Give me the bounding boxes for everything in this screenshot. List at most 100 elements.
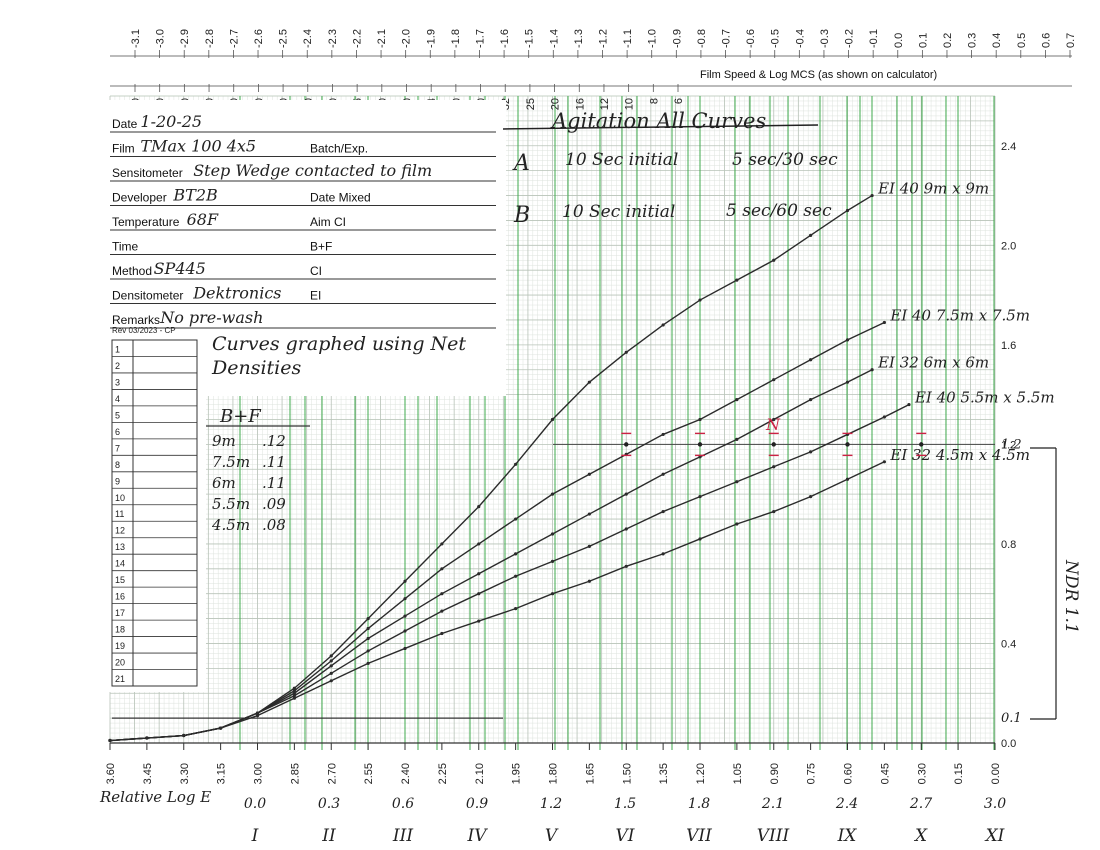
curve-point <box>329 659 333 663</box>
log-e-tick: 2.40 <box>400 763 412 784</box>
curve-label: EI 32 6m x 6m <box>877 354 989 372</box>
agitation-notes: Agitation All Curves A 10 Sec initial 5 … <box>502 109 838 228</box>
curve-point <box>366 626 370 631</box>
bf-time: 9m <box>212 432 236 450</box>
log-e-tick: 1.50 <box>621 763 633 784</box>
curve-point <box>255 714 260 718</box>
target-point <box>845 442 850 447</box>
log-mcs-tick: -2.2 <box>351 29 363 48</box>
curve-point <box>514 462 518 466</box>
log-mcs-tick: -2.9 <box>179 29 191 48</box>
step-number: 15 <box>115 575 125 585</box>
curve-labels: EI 40 9m x 9m EI 40 7.5m x 7.5m EI 32 6m x… <box>877 180 1055 464</box>
bf-time: 7.5m <box>212 453 250 471</box>
form-label-2: Batch/Exp. <box>310 142 368 156</box>
target-point <box>697 442 703 447</box>
step-number: 16 <box>115 592 125 602</box>
log-mcs-tick: 0.6 <box>1040 33 1052 48</box>
curve-point <box>219 726 223 730</box>
log-e-tick: 2.55 <box>363 763 375 784</box>
film-speed-tick: 16 <box>574 98 586 110</box>
film-speed-title: Film Speed & Log MCS (as shown on calcul… <box>700 69 937 81</box>
relative-log-e-axis: 3.60 3.45 3.30 3.15 3.00 2.85 2.70 2.55 2.40 2.25… <box>105 743 1002 784</box>
note-line-1: Curves graphed using Net <box>212 333 466 355</box>
log-mcs-tick: -0.9 <box>671 29 683 48</box>
curve-point <box>809 397 813 402</box>
form-label-2: Aim CI <box>310 215 346 229</box>
form-label-2: B+F <box>310 240 332 254</box>
density-tick: 2.4 <box>1001 141 1016 153</box>
curve-point <box>735 522 739 526</box>
agitation-b-interval: 5 sec/60 sec <box>726 201 832 221</box>
log-mcs-tick: -2.7 <box>228 29 240 48</box>
curve-point <box>292 691 296 695</box>
log-e-tick: 3.15 <box>216 763 228 784</box>
log-mcs-tick: -1.2 <box>598 29 610 48</box>
curve-point <box>366 661 370 665</box>
form-label-2: CI <box>310 264 322 278</box>
relative-log-e-tick: 3.0 <box>984 796 1006 812</box>
curve-point <box>735 278 739 282</box>
relative-log-e-label: Relative Log E <box>99 788 211 806</box>
relative-log-e-tick: 1.2 <box>540 796 562 812</box>
log-mcs-tick: -0.8 <box>696 29 708 48</box>
log-e-tick: 1.95 <box>511 763 523 784</box>
step-number: 18 <box>115 625 125 635</box>
target-point <box>624 442 629 447</box>
curve-point <box>514 574 518 578</box>
curve-point <box>624 492 628 496</box>
zone-numerals: I II III IV V VI VII VIII IX X XI <box>251 826 1005 846</box>
form-label: Densitometer <box>112 289 183 303</box>
curve-point <box>366 616 370 621</box>
ndr-bracket: NDR 1.1 <box>1030 447 1081 720</box>
film-speed-tick: 8 <box>648 98 660 104</box>
curve-point <box>514 607 518 611</box>
curve-point <box>845 477 850 481</box>
log-e-tick: 0.15 <box>953 763 965 784</box>
form-value: SP445 <box>154 259 206 278</box>
bf-time: 6m <box>212 474 236 492</box>
step-number: 3 <box>115 377 120 387</box>
agitation-title: Agitation All Curves <box>550 109 766 133</box>
density-tick: 1.2 <box>1001 439 1016 451</box>
curve-point <box>366 649 370 653</box>
curve-point <box>870 368 874 372</box>
zone-numeral: IX <box>837 826 858 846</box>
curve-point <box>661 472 665 476</box>
curve-point <box>403 579 407 583</box>
log-mcs-tick: 0.3 <box>967 33 979 48</box>
form-value: No pre-wash <box>159 308 263 327</box>
bf-time: 4.5m <box>211 516 250 534</box>
film-speed-tick: 25 <box>525 98 537 110</box>
log-e-tick: 0.90 <box>769 763 781 784</box>
target-points <box>621 432 927 457</box>
relative-log-e-tick: 0.9 <box>466 796 488 812</box>
zone-numeral: X <box>913 826 928 846</box>
log-e-tick: 3.30 <box>179 763 191 784</box>
ndr-label: NDR 1.1 <box>1061 559 1081 634</box>
step-table-panel <box>108 396 206 692</box>
curve-point <box>329 664 333 668</box>
log-mcs-tick: -1.6 <box>499 29 511 48</box>
log-mcs-tick: 0.1 <box>917 33 929 48</box>
curve-point <box>587 544 591 549</box>
step-number: 4 <box>115 394 120 404</box>
curve-point <box>772 509 776 514</box>
bf-title: B+F <box>219 406 262 427</box>
curve-point <box>661 552 665 556</box>
normal-marker: N <box>765 415 781 434</box>
curve-point <box>145 736 149 740</box>
form-value: TMax 100 4x5 <box>140 137 256 156</box>
curve-point <box>403 597 407 601</box>
step-number: 1 <box>115 344 120 354</box>
form-label-2: Date Mixed <box>310 191 371 205</box>
curve-point <box>587 579 591 583</box>
base-plus-fog-table: B+F 9m .12 7.5m .11 6m .11 5.5m .09 4.5m .08 <box>206 406 310 534</box>
curve-point <box>809 495 813 499</box>
step-number: 20 <box>115 658 125 668</box>
curve-point <box>440 609 444 613</box>
form-panel <box>108 100 506 396</box>
curve-point <box>809 233 813 237</box>
log-e-tick: 3.60 <box>105 763 117 784</box>
